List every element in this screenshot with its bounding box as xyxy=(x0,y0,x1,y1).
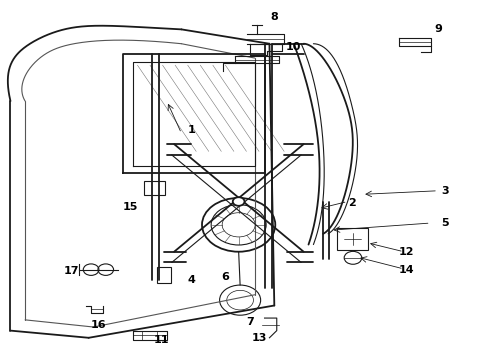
Text: 14: 14 xyxy=(398,265,414,275)
Text: 1: 1 xyxy=(187,125,195,135)
Text: 3: 3 xyxy=(441,186,449,196)
Text: 8: 8 xyxy=(270,12,278,22)
Text: 5: 5 xyxy=(441,218,449,228)
Circle shape xyxy=(233,197,245,206)
Text: 4: 4 xyxy=(187,275,195,285)
Text: 2: 2 xyxy=(348,198,356,208)
Text: 16: 16 xyxy=(91,320,106,330)
Text: 12: 12 xyxy=(398,247,414,257)
Text: 17: 17 xyxy=(64,266,79,276)
Text: 6: 6 xyxy=(221,272,229,282)
Text: 11: 11 xyxy=(154,334,170,345)
Text: 13: 13 xyxy=(252,333,268,343)
Text: 10: 10 xyxy=(286,42,301,52)
Text: 9: 9 xyxy=(434,24,442,35)
Text: 7: 7 xyxy=(246,317,254,327)
Text: 15: 15 xyxy=(122,202,138,212)
